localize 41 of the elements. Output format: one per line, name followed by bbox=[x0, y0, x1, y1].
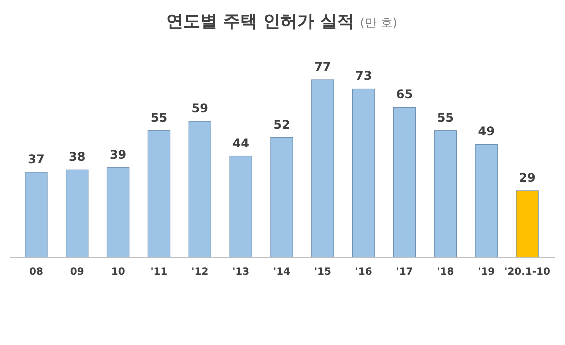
chart-title: 연도별 주택 인허가 실적 bbox=[166, 12, 354, 32]
bar bbox=[434, 130, 458, 258]
x-tick-label: '18 bbox=[437, 267, 454, 278]
data-label: 44 bbox=[232, 136, 250, 150]
data-label: 59 bbox=[192, 102, 209, 116]
bar bbox=[352, 88, 376, 258]
x-tick-label: 10 bbox=[111, 267, 126, 278]
data-label: 29 bbox=[519, 170, 536, 185]
x-tick-label: '15 bbox=[314, 267, 332, 278]
data-label: 73 bbox=[355, 69, 372, 84]
data-label: 55 bbox=[150, 110, 168, 125]
x-tick-label: '19 bbox=[478, 267, 496, 278]
x-tick-label: 09 bbox=[70, 267, 84, 278]
x-tick-label: '11 bbox=[150, 267, 168, 278]
data-label: 55 bbox=[437, 110, 454, 125]
bar bbox=[230, 156, 252, 258]
bar bbox=[66, 170, 89, 258]
bar bbox=[106, 168, 130, 258]
bar bbox=[148, 130, 171, 258]
data-label: 38 bbox=[69, 150, 86, 164]
chart-subtitle: (만 호) bbox=[360, 16, 398, 30]
bar bbox=[475, 144, 498, 258]
x-tick-label: '14 bbox=[274, 267, 291, 278]
bar bbox=[188, 121, 212, 258]
x-tick-label: '12 bbox=[192, 267, 209, 278]
data-label: 39 bbox=[110, 148, 127, 162]
data-label: 49 bbox=[478, 124, 495, 139]
bar bbox=[516, 190, 539, 258]
bar bbox=[25, 172, 48, 258]
x-tick-label: '13 bbox=[232, 267, 250, 278]
bar bbox=[270, 137, 294, 258]
bar bbox=[312, 80, 334, 258]
x-tick-label: '16 bbox=[355, 267, 372, 278]
data-label: 65 bbox=[396, 88, 414, 102]
data-label: 52 bbox=[274, 118, 290, 132]
data-label: 77 bbox=[314, 60, 332, 74]
x-tick-label: '20.1-10 bbox=[504, 267, 550, 278]
x-tick-label: 08 bbox=[30, 267, 44, 278]
data-label: 37 bbox=[28, 152, 45, 166]
bar bbox=[393, 107, 416, 258]
x-tick-label: '17 bbox=[396, 267, 414, 278]
